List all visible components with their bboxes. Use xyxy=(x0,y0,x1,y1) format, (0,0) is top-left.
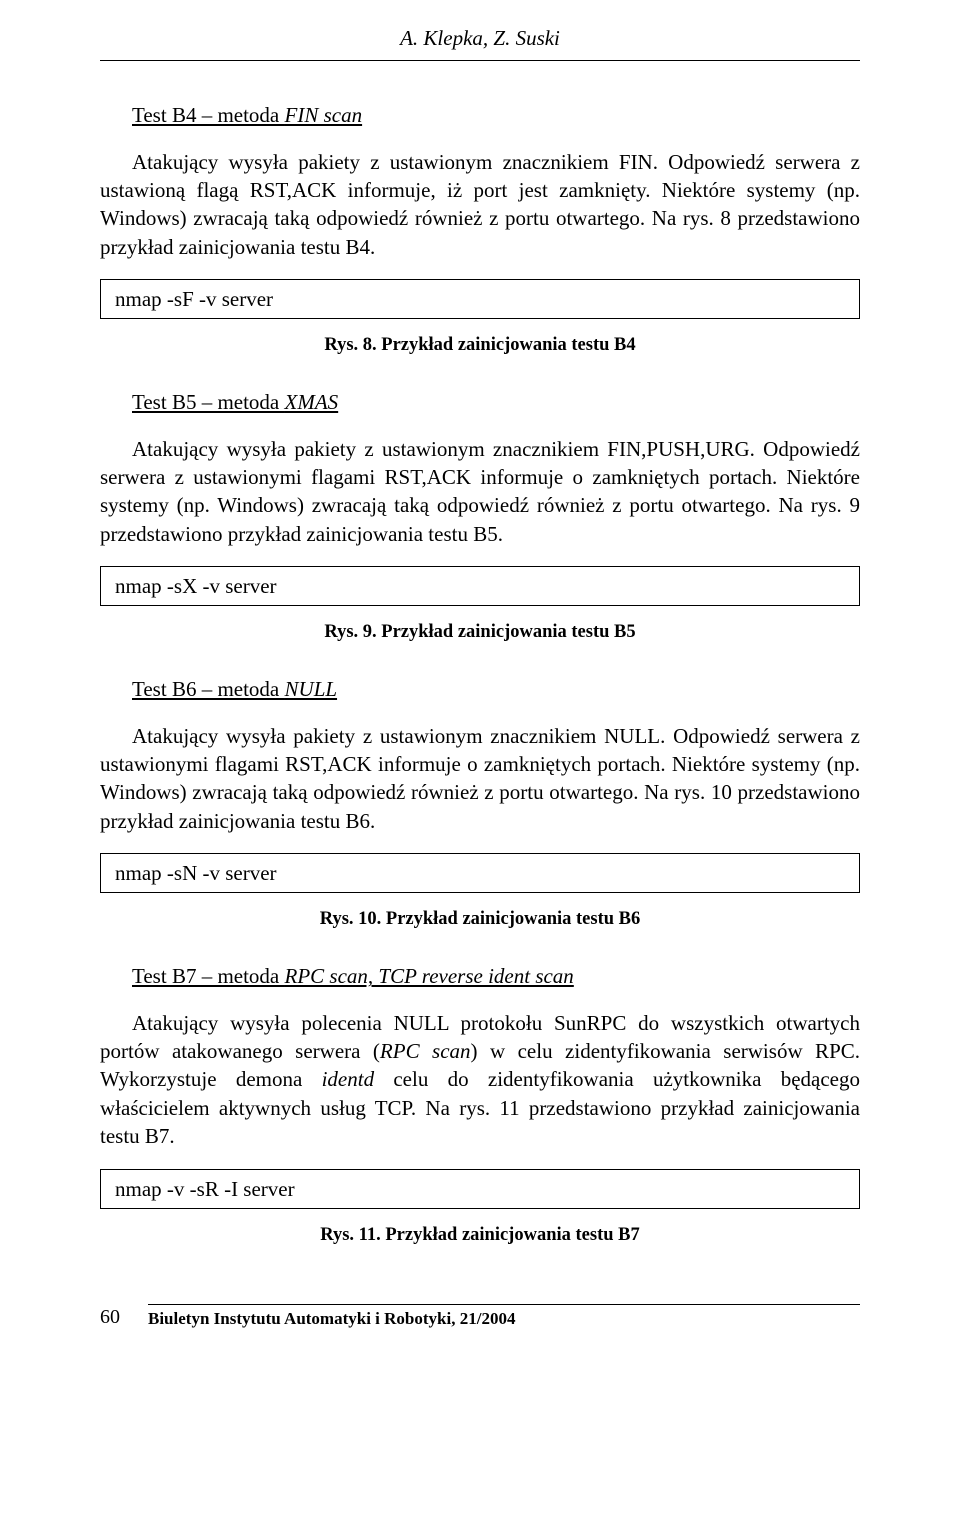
title-italic: RPC scan, TCP reverse ident scan xyxy=(285,964,574,988)
title-italic: FIN scan xyxy=(285,103,363,127)
code-box-b7: nmap -v -sR -I server xyxy=(100,1169,860,1209)
paragraph-b6: Atakujący wysyła pakiety z ustawionym zn… xyxy=(100,722,860,835)
title-prefix: Test B7 – metoda xyxy=(132,964,285,988)
title-prefix: Test B6 – metoda xyxy=(132,677,285,701)
page-footer: 60 Biuletyn Instytutu Automatyki i Robot… xyxy=(100,1304,860,1331)
section-title-b4: Test B4 – metoda FIN scan xyxy=(132,101,860,129)
code-box-b5: nmap -sX -v server xyxy=(100,566,860,606)
section-b4: Test B4 – metoda FIN scan Atakujący wysy… xyxy=(100,101,860,358)
code-box-b6: nmap -sN -v server xyxy=(100,853,860,893)
paragraph-b4: Atakujący wysyła pakiety z ustawionym zn… xyxy=(100,148,860,261)
caption-b5: Rys. 9. Przykład zainicjowania testu B5 xyxy=(100,620,860,645)
section-b6: Test B6 – metoda NULL Atakujący wysyła p… xyxy=(100,675,860,932)
header-divider xyxy=(100,60,860,61)
title-prefix: Test B5 – metoda xyxy=(132,390,285,414)
section-b5: Test B5 – metoda XMAS Atakujący wysyła p… xyxy=(100,388,860,645)
paragraph-b5: Atakujący wysyła pakiety z ustawionym zn… xyxy=(100,435,860,548)
header-authors: A. Klepka, Z. Suski xyxy=(100,24,860,52)
title-italic: NULL xyxy=(285,677,338,701)
title-prefix: Test B4 – metoda xyxy=(132,103,285,127)
section-title-b7: Test B7 – metoda RPC scan, TCP reverse i… xyxy=(132,962,860,990)
caption-b7: Rys. 11. Przykład zainicjowania testu B7 xyxy=(100,1223,860,1248)
section-b7: Test B7 – metoda RPC scan, TCP reverse i… xyxy=(100,962,860,1247)
section-title-b6: Test B6 – metoda NULL xyxy=(132,675,860,703)
section-title-b5: Test B5 – metoda XMAS xyxy=(132,388,860,416)
footer-journal: Biuletyn Instytutu Automatyki i Robotyki… xyxy=(148,1304,860,1331)
title-italic: XMAS xyxy=(285,390,339,414)
code-box-b4: nmap -sF -v server xyxy=(100,279,860,319)
paragraph-b7: Atakujący wysyła polecenia NULL protokoł… xyxy=(100,1009,860,1151)
footer-page-number: 60 xyxy=(100,1304,120,1331)
caption-b6: Rys. 10. Przykład zainicjowania testu B6 xyxy=(100,907,860,932)
caption-b4: Rys. 8. Przykład zainicjowania testu B4 xyxy=(100,333,860,358)
